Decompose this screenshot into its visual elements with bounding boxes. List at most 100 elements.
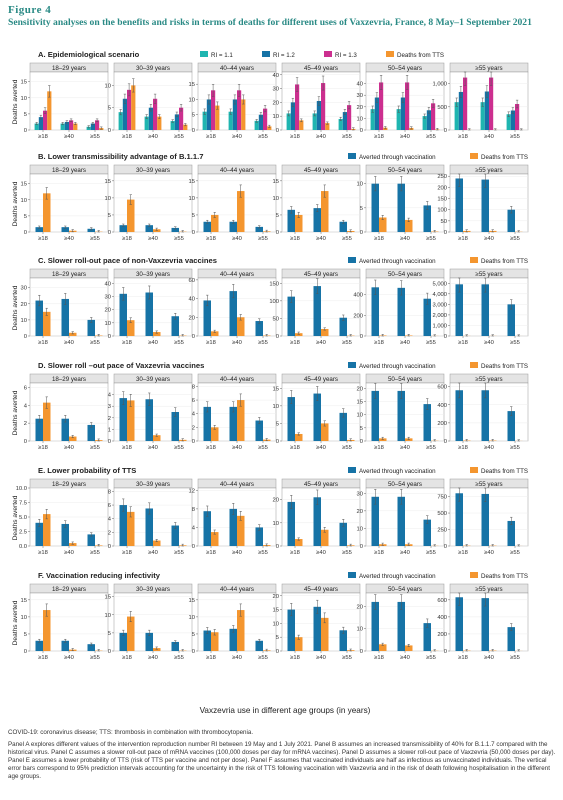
bar (263, 108, 268, 130)
x-tick-label: ≥55 (342, 655, 352, 661)
facet-title: 45–49 years (304, 481, 338, 488)
x-tick-label: ≥40 (316, 236, 326, 242)
bar (35, 522, 43, 546)
facet-title: 40–44 years (220, 481, 254, 488)
x-tick-label: ≥55 (510, 134, 520, 140)
y-tick-label: 0 (444, 439, 447, 445)
facet-title: 45–49 years (304, 271, 338, 278)
facet-E-3: 40–44 years 0 4 8 12 ≥18 ≥40 ≥55 (189, 478, 277, 556)
bar (203, 406, 211, 441)
y-tick-label: 3,000 (432, 302, 447, 308)
bar (43, 402, 51, 441)
y-tick-label: 10 (105, 83, 111, 89)
facet-C-6: ≥55 years 0 1,000 2,000 3,000 4,000 5,000 ≥18 ≥4… (432, 268, 529, 346)
bar (339, 412, 347, 441)
x-tick-label: ≥18 (206, 550, 216, 556)
x-tick-label: ≥18 (38, 340, 48, 346)
panel-A: A. Epidemiological scenario RI = 1.1 RI = … (12, 50, 529, 140)
y-tick-label: 10 (21, 318, 27, 324)
x-tick-label: ≥55 (174, 445, 184, 451)
bar (422, 116, 427, 130)
bar (211, 632, 219, 651)
y-tick-label: 0 (108, 649, 111, 655)
y-tick-label: 0 (192, 230, 195, 236)
y-tick-label: 5 (276, 635, 279, 641)
y-tick-label: 400 (437, 403, 447, 409)
y-tick-label: 10 (357, 526, 363, 532)
y-tick-label: 400 (437, 615, 447, 621)
y-tick-label: 8 (192, 384, 195, 390)
facet-C-5: 50–54 years 0 200 400 ≥18 ≥40 ≥55 (353, 268, 445, 346)
bar (211, 90, 216, 130)
y-tick-label: 0 (276, 544, 279, 550)
bar (287, 397, 295, 441)
bar (455, 493, 463, 546)
bar (69, 543, 77, 546)
facet-A-5: 50–54 years 0 10 20 30 40 ≥18 ≥40 ≥55 (357, 62, 445, 140)
bar (229, 406, 237, 441)
x-tick-label: ≥18 (122, 236, 132, 242)
bar (43, 610, 51, 651)
y-tick-label: 150 (437, 197, 447, 203)
bar (38, 117, 43, 130)
y-tick-label: 15 (21, 80, 27, 86)
y-tick-label: 5 (108, 213, 111, 219)
y-tick-label: 5 (24, 112, 27, 118)
x-tick-label: ≥18 (374, 134, 384, 140)
bar (127, 511, 135, 546)
panel-B: B. Lower transmissibility advantage of B… (12, 152, 529, 242)
y-tick-label: 10 (273, 521, 279, 527)
bar (211, 532, 219, 546)
y-tick-label: 1,000 (432, 323, 447, 329)
bar (313, 286, 321, 336)
x-tick-label: ≥55 (258, 655, 268, 661)
bar (87, 534, 95, 546)
y-tick-label: 0 (192, 649, 195, 655)
x-tick-label: ≥40 (484, 655, 494, 661)
x-tick-label: ≥18 (458, 655, 468, 661)
bar (321, 191, 329, 232)
y-tick-label: 0 (276, 230, 279, 236)
bar (255, 321, 263, 336)
bar (455, 178, 463, 232)
x-tick-label: ≥55 (90, 236, 100, 242)
y-tick-label: 0 (108, 544, 111, 550)
facet-B-5: 50–54 years 0 5 10 ≥18 ≥40 ≥55 (357, 164, 445, 242)
facet-C-2: 30–39 years 0 10 20 30 40 ≥18 ≥40 ≥55 (105, 268, 193, 346)
y-tick-label: 15 (273, 608, 279, 614)
y-tick-label: 20 (273, 100, 279, 106)
bar (287, 501, 295, 546)
legend-swatch (470, 153, 478, 159)
y-tick-label: 5 (108, 631, 111, 637)
bar (423, 298, 431, 336)
bar (267, 126, 272, 130)
bar (255, 640, 263, 651)
footnote: COVID-19: coronavirus disease; TTS: thro… (8, 729, 254, 736)
bar (171, 227, 179, 232)
bar (463, 77, 468, 130)
bar (339, 221, 347, 232)
y-tick-label: 0 (360, 649, 363, 655)
y-tick-label: 0 (360, 230, 363, 236)
x-tick-label: ≥55 (174, 236, 184, 242)
bar (287, 609, 295, 651)
y-axis-label: Deaths averted (12, 390, 19, 435)
x-tick-label: ≥55 (90, 134, 100, 140)
bar (211, 331, 219, 336)
x-tick-label: ≥18 (38, 445, 48, 451)
bar (339, 522, 347, 546)
bar (34, 123, 39, 130)
x-tick-label: ≥40 (316, 550, 326, 556)
y-tick-label: 0 (360, 439, 363, 445)
x-tick-label: ≥18 (38, 655, 48, 661)
bar (86, 126, 91, 130)
x-tick-label: ≥55 (90, 550, 100, 556)
bar (229, 291, 237, 336)
facet-F-3: 40–44 years 0 5 10 15 ≥18 ≥40 ≥55 (189, 583, 277, 661)
legend-label: RI = 1.2 (273, 52, 295, 59)
y-tick-label: 200 (437, 632, 447, 638)
y-tick-label: 12 (189, 488, 195, 494)
x-tick-label: ≥18 (374, 445, 384, 451)
bar (342, 112, 347, 130)
y-axis-label: Deaths averted (12, 495, 19, 540)
